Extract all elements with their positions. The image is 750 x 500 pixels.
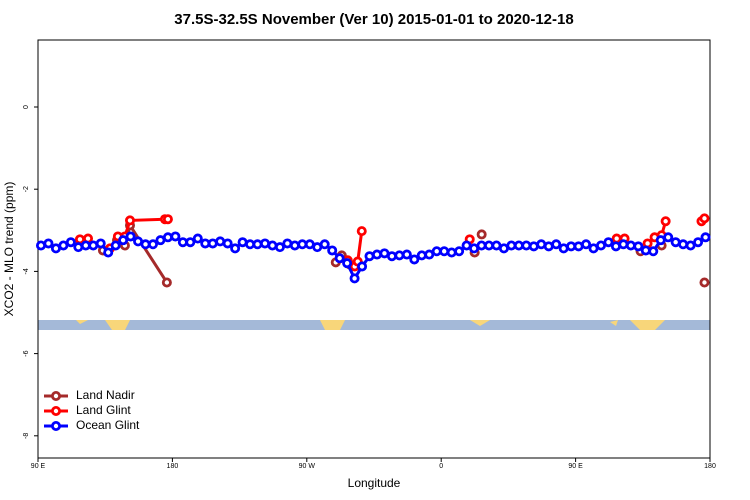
point	[327, 245, 338, 256]
point	[416, 250, 427, 261]
point	[454, 246, 465, 257]
point	[633, 241, 644, 252]
point	[699, 213, 710, 224]
point	[603, 237, 614, 248]
point	[660, 216, 671, 227]
point	[162, 214, 173, 225]
point	[118, 235, 129, 246]
x-tick-label: 180	[704, 463, 716, 470]
point	[424, 249, 435, 260]
map-strip	[38, 320, 710, 330]
point	[192, 233, 203, 244]
point	[147, 239, 158, 250]
point	[161, 277, 172, 288]
legend-label: Ocean Glint	[76, 418, 140, 432]
point	[356, 226, 367, 237]
y-axis-label: XCO2 - MLO trend (ppm)	[2, 182, 16, 317]
point	[289, 240, 300, 251]
legend-label: Land Nadir	[76, 388, 135, 402]
point	[693, 237, 704, 248]
y-tick-label: -2	[23, 186, 30, 192]
point	[364, 251, 375, 262]
point	[125, 231, 136, 242]
point	[618, 239, 629, 250]
point	[319, 239, 330, 250]
point	[222, 238, 233, 249]
point	[342, 258, 353, 269]
plot-frame	[37, 39, 711, 459]
point	[648, 246, 659, 257]
x-tick-label: 180	[167, 463, 179, 470]
point	[349, 273, 360, 284]
point	[185, 237, 196, 248]
point	[95, 238, 106, 249]
point	[162, 232, 173, 243]
legend-marker	[51, 420, 62, 431]
x-tick-label: 90 W	[299, 463, 316, 470]
chart-title: 37.5S-32.5S November (Ver 10) 2015-01-01…	[174, 11, 573, 28]
point	[439, 246, 450, 257]
point	[230, 243, 241, 254]
point	[640, 245, 651, 256]
point	[170, 231, 181, 242]
point	[386, 251, 397, 262]
point	[252, 239, 263, 250]
point	[103, 247, 114, 258]
x-tick-label: 0	[439, 463, 443, 470]
point	[663, 232, 674, 243]
point	[394, 250, 405, 261]
y-tick-label: -8	[23, 433, 30, 439]
point	[58, 240, 69, 251]
point	[401, 249, 412, 260]
y-tick-label: 0	[23, 105, 30, 109]
y-tick-label: -4	[23, 268, 30, 274]
point	[700, 232, 711, 243]
point	[124, 215, 135, 226]
x-axis-label: Longitude	[348, 476, 401, 490]
legend-label: Land Glint	[76, 403, 131, 417]
y-tick-label: -6	[23, 350, 30, 356]
x-tick-label: 90 E	[568, 463, 583, 470]
legend-marker	[51, 405, 62, 416]
point	[551, 239, 562, 250]
legend-marker	[51, 390, 62, 401]
point	[611, 233, 622, 244]
point	[699, 277, 710, 288]
series-line	[123, 217, 706, 262]
point	[73, 242, 84, 253]
point	[595, 240, 606, 251]
point	[65, 237, 76, 248]
point	[581, 239, 592, 250]
point	[267, 240, 278, 251]
point	[446, 247, 457, 258]
point	[110, 240, 121, 251]
point	[625, 240, 636, 251]
point	[334, 253, 345, 264]
point	[476, 229, 487, 240]
point	[521, 240, 532, 251]
point	[274, 242, 285, 253]
point	[371, 249, 382, 260]
point	[678, 239, 689, 250]
x-tick-label: 90 E	[31, 463, 46, 470]
point	[43, 238, 54, 249]
point	[685, 240, 696, 251]
point	[357, 261, 368, 272]
point	[409, 254, 420, 265]
